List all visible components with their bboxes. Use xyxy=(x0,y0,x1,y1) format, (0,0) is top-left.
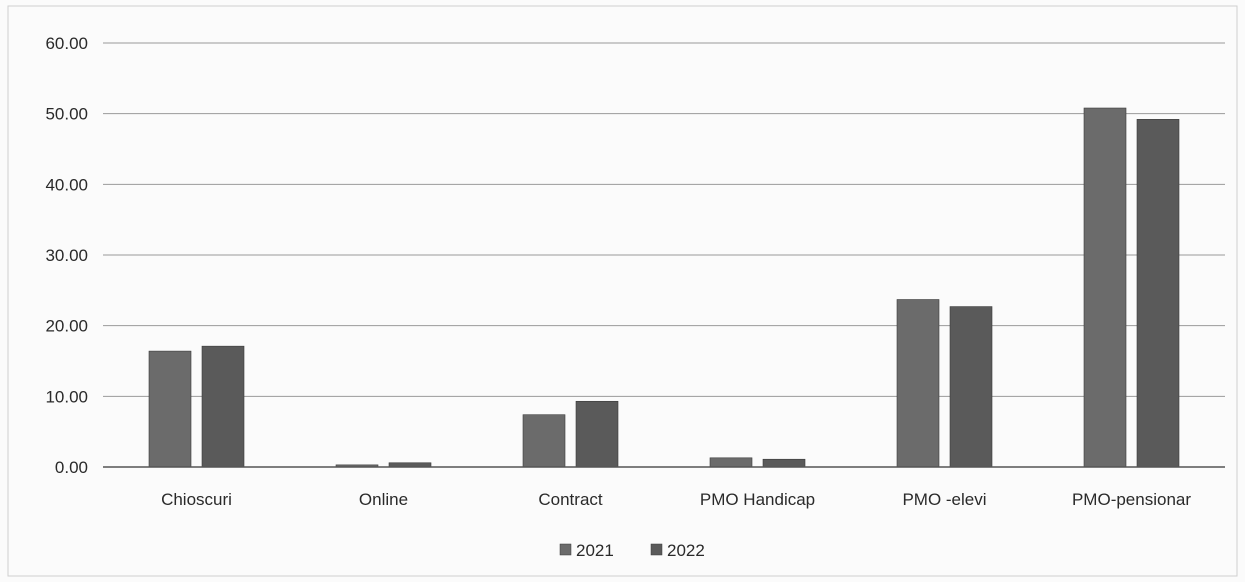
bar-2022-chioscuri xyxy=(201,345,245,468)
category-labels: Chioscuri Online Contract PMO Handicap PMO -… xyxy=(161,490,1191,509)
y-tick-label: 0.00 xyxy=(55,458,88,477)
bar-2021-contract xyxy=(522,414,566,468)
bar-2022-pmo-handicap xyxy=(762,458,806,468)
bar-2021-chioscuri xyxy=(148,350,192,468)
bar-2021-pmo-handicap xyxy=(709,457,753,468)
bar-2022-pmo-elevi xyxy=(949,306,993,468)
x-category-label: PMO-pensionar xyxy=(1072,490,1191,509)
y-tick-label: 10.00 xyxy=(45,387,88,406)
chart-border xyxy=(7,5,1238,577)
y-tick-label: 60.00 xyxy=(45,34,88,53)
legend-swatch xyxy=(559,543,572,556)
x-category-label: PMO -elevi xyxy=(902,490,986,509)
x-category-label: PMO Handicap xyxy=(700,490,815,509)
x-category-label: Contract xyxy=(538,490,603,509)
legend: 2021 2022 xyxy=(559,541,705,560)
bar-2022-contract xyxy=(575,400,619,468)
bar-2021-pmo-pensionar xyxy=(1083,107,1127,468)
legend-swatch xyxy=(650,543,663,556)
legend-label: 2022 xyxy=(667,541,705,560)
x-category-label: Chioscuri xyxy=(161,490,232,509)
y-axis-ticks: 0.00 10.00 20.00 30.00 40.00 50.00 60.00 xyxy=(45,34,88,477)
y-tick-label: 50.00 xyxy=(45,105,88,124)
y-tick-label: 30.00 xyxy=(45,246,88,265)
gridlines xyxy=(103,42,1225,397)
x-category-label: Online xyxy=(359,490,408,509)
y-tick-label: 40.00 xyxy=(45,175,88,194)
bar-2022-pmo-pensionar xyxy=(1136,119,1180,468)
bar-2021-pmo-elevi xyxy=(896,299,940,468)
bars xyxy=(148,107,1180,468)
legend-label: 2021 xyxy=(576,541,614,560)
y-tick-label: 20.00 xyxy=(45,317,88,336)
